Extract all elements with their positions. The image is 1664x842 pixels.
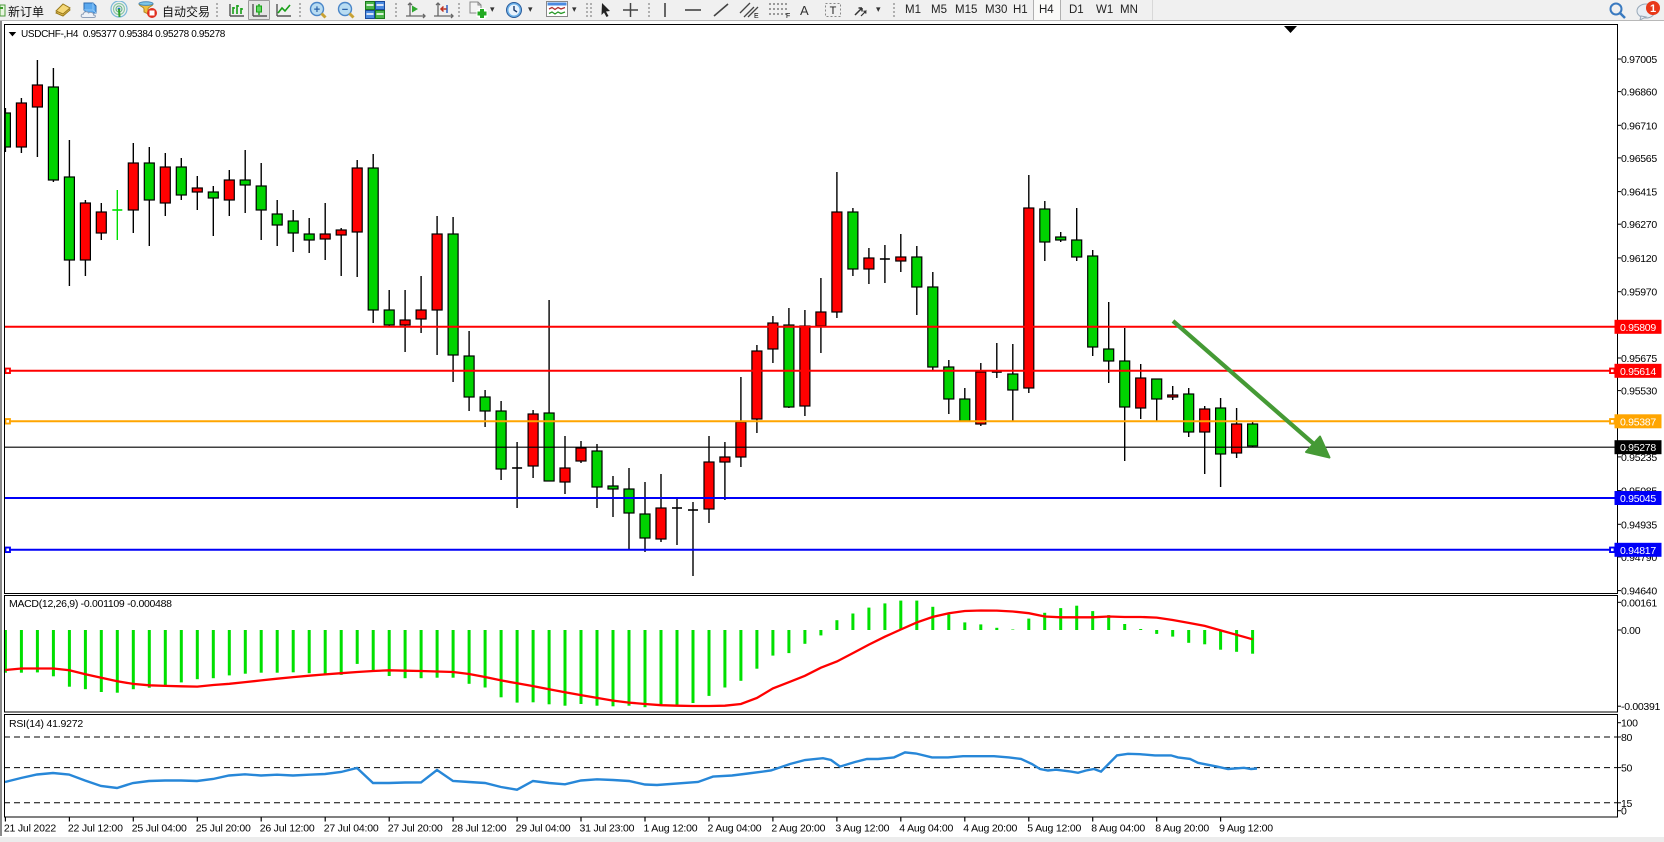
svg-text:27 Jul 04:00: 27 Jul 04:00 <box>324 823 379 835</box>
svg-text:28 Jul 12:00: 28 Jul 12:00 <box>452 823 507 835</box>
svg-text:5 Aug 12:00: 5 Aug 12:00 <box>1027 823 1081 835</box>
svg-text:0: 0 <box>1621 806 1627 818</box>
svg-text:-0.00391: -0.00391 <box>1621 701 1661 713</box>
svg-text:0.96415: 0.96415 <box>1621 187 1657 199</box>
svg-text:0.96270: 0.96270 <box>1621 219 1657 231</box>
svg-text:31 Jul 23:00: 31 Jul 23:00 <box>580 823 635 835</box>
svg-text:1: 1 <box>1650 3 1656 15</box>
svg-text:MACD(12,26,9) -0.001109 -0.000: MACD(12,26,9) -0.001109 -0.000488 <box>9 598 172 610</box>
svg-text:26 Jul 12:00: 26 Jul 12:00 <box>260 823 315 835</box>
svg-text:0.95530: 0.95530 <box>1621 386 1657 398</box>
svg-text:0.96710: 0.96710 <box>1621 120 1657 132</box>
svg-text:0.94935: 0.94935 <box>1621 519 1657 531</box>
svg-text:25 Jul 20:00: 25 Jul 20:00 <box>196 823 251 835</box>
svg-text:4 Aug 04:00: 4 Aug 04:00 <box>899 823 953 835</box>
svg-text:0.94640: 0.94640 <box>1621 586 1657 598</box>
svg-text:22 Jul 12:00: 22 Jul 12:00 <box>68 823 123 835</box>
svg-text:0.95970: 0.95970 <box>1621 287 1657 299</box>
svg-text:−: − <box>342 4 348 16</box>
svg-text:E: E <box>754 13 759 19</box>
svg-text:4 Aug 20:00: 4 Aug 20:00 <box>963 823 1017 835</box>
svg-text:F: F <box>786 13 790 19</box>
svg-text:1 Aug 12:00: 1 Aug 12:00 <box>644 823 698 835</box>
svg-text:USDCHF-,H4 0.95377 0.95384 0.: USDCHF-,H4 0.95377 0.95384 0.95278 0.952… <box>21 29 226 40</box>
svg-text:0.95809: 0.95809 <box>1620 322 1656 334</box>
svg-text:0.96860: 0.96860 <box>1621 87 1657 99</box>
svg-text:9 Aug 12:00: 9 Aug 12:00 <box>1219 823 1273 835</box>
svg-text:2 Aug 20:00: 2 Aug 20:00 <box>771 823 825 835</box>
svg-text:0.00161: 0.00161 <box>1621 597 1657 609</box>
svg-text:8 Aug 04:00: 8 Aug 04:00 <box>1091 823 1145 835</box>
svg-text:RSI(14) 41.9272: RSI(14) 41.9272 <box>9 718 83 730</box>
svg-text:0.95235: 0.95235 <box>1621 452 1657 464</box>
svg-text:0.94817: 0.94817 <box>1620 545 1656 557</box>
svg-text:3 Aug 12:00: 3 Aug 12:00 <box>835 823 889 835</box>
svg-text:25 Jul 04:00: 25 Jul 04:00 <box>132 823 187 835</box>
svg-text:0.96565: 0.96565 <box>1621 153 1657 165</box>
svg-text:0.95675: 0.95675 <box>1621 353 1657 365</box>
svg-text:29 Jul 04:00: 29 Jul 04:00 <box>516 823 571 835</box>
svg-text:0.96120: 0.96120 <box>1621 253 1657 265</box>
svg-text:21 Jul 2022: 21 Jul 2022 <box>4 823 56 835</box>
svg-text:T: T <box>830 5 837 17</box>
svg-text:0.95045: 0.95045 <box>1620 493 1656 505</box>
svg-text:80: 80 <box>1621 732 1633 744</box>
svg-text:0.95614: 0.95614 <box>1620 366 1656 378</box>
svg-text:100: 100 <box>1621 718 1638 730</box>
svg-text:50: 50 <box>1621 763 1633 775</box>
svg-text:15: 15 <box>1621 798 1633 810</box>
svg-text:8 Aug 20:00: 8 Aug 20:00 <box>1155 823 1209 835</box>
svg-text:27 Jul 20:00: 27 Jul 20:00 <box>388 823 443 835</box>
svg-text:0.00: 0.00 <box>1621 625 1641 637</box>
svg-text:0.95278: 0.95278 <box>1620 442 1656 454</box>
svg-text:0.97005: 0.97005 <box>1621 54 1657 66</box>
svg-text:+: + <box>314 4 320 16</box>
svg-text:0.95387: 0.95387 <box>1620 416 1656 428</box>
svg-text:2 Aug 04:00: 2 Aug 04:00 <box>708 823 762 835</box>
